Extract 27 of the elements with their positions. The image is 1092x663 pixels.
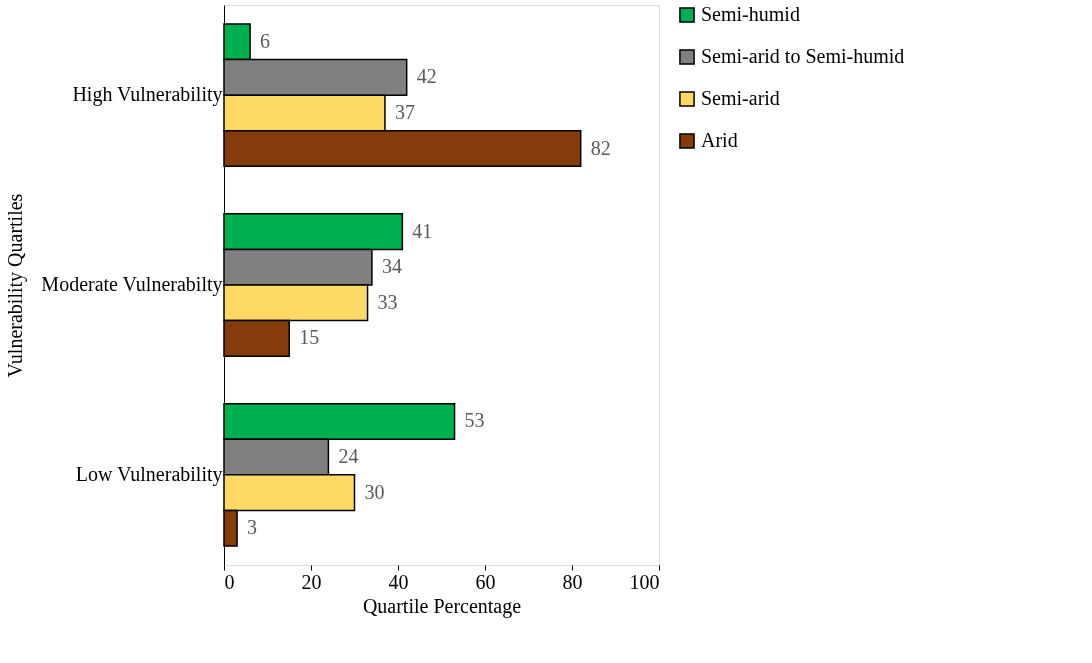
data-label: 30 xyxy=(364,480,385,503)
x-tick-label: 60 xyxy=(475,570,496,593)
data-label: 33 xyxy=(377,290,398,313)
data-label: 37 xyxy=(394,100,415,123)
data-label: 24 xyxy=(338,445,359,468)
x-axis-title: Quartile Percentage xyxy=(362,594,522,618)
data-label: 34 xyxy=(381,255,402,278)
data-label: 3 xyxy=(247,516,258,539)
data-label: 15 xyxy=(299,326,320,349)
x-tick-label: 100 xyxy=(629,570,660,593)
y-tick-label: Moderate Vulnerabilty xyxy=(41,273,223,296)
legend-label: Semi-arid xyxy=(701,87,780,109)
data-label: 42 xyxy=(416,65,437,88)
y-axis-title: Vulnerability Quartiles xyxy=(3,193,27,378)
x-tick-label: 0 xyxy=(224,570,235,593)
data-label: 41 xyxy=(412,219,433,242)
x-tick-label: 40 xyxy=(388,570,409,593)
legend-label: Semi-arid to Semi-humid xyxy=(701,45,905,67)
data-label: 82 xyxy=(590,136,611,159)
legend-label: Arid xyxy=(701,129,738,151)
x-tick-label: 20 xyxy=(301,570,322,593)
data-label: 6 xyxy=(260,29,271,52)
x-tick-label: 80 xyxy=(562,570,583,593)
legend-label: Semi-humid xyxy=(701,3,800,25)
y-tick-label: High Vulnerability xyxy=(72,83,223,107)
data-label: 53 xyxy=(464,409,485,432)
y-tick-label: Low Vulnerability xyxy=(75,462,223,486)
